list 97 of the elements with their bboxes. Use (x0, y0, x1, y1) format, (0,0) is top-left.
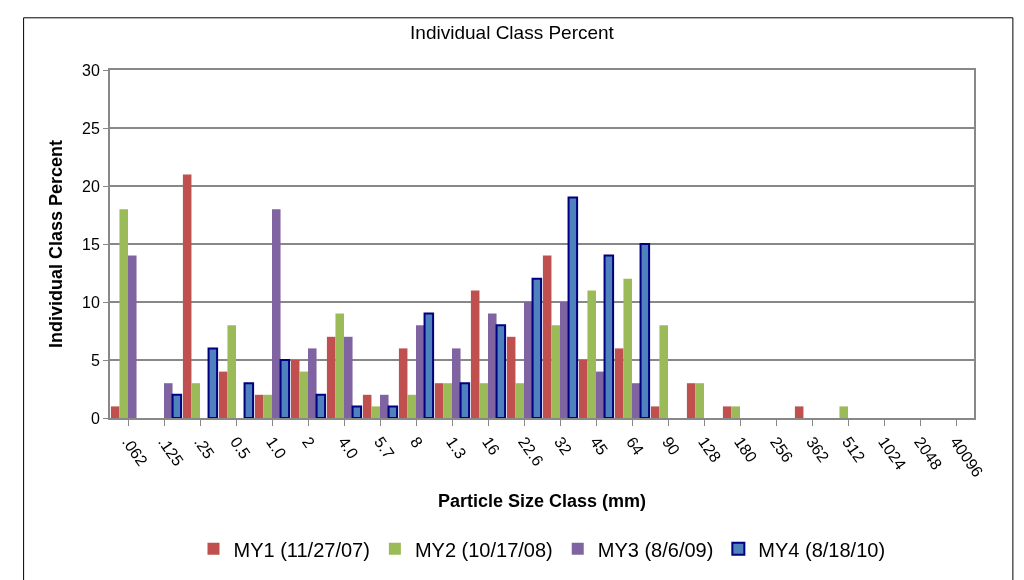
x-tick-label: 90 (658, 433, 684, 459)
x-tick-label: 0.5 (226, 433, 254, 462)
x-tick-label: 64 (622, 433, 648, 459)
bar (423, 312, 435, 418)
x-tick-label: 180 (730, 433, 761, 466)
x-tick-label: 45 (586, 433, 612, 459)
bar (578, 360, 588, 418)
x-tick-label: 512 (838, 433, 869, 466)
bar (495, 324, 507, 418)
bar (351, 405, 363, 418)
bar (218, 371, 228, 418)
bar (506, 336, 516, 418)
x-tick-label: 5.7 (370, 433, 398, 462)
bar (344, 336, 353, 418)
legend-label: MY4 (8/18/10) (758, 538, 886, 561)
bar (128, 255, 137, 418)
y-axis-title: Individual Class Percent (45, 139, 66, 349)
bar (227, 325, 236, 418)
x-tick-label: 362 (802, 433, 833, 466)
bar (567, 196, 579, 418)
x-tick-label: 2 (298, 433, 319, 451)
bar (164, 383, 173, 418)
bar (119, 209, 128, 418)
bar (182, 174, 192, 418)
x-tick-label: 16 (478, 433, 504, 459)
bar (315, 393, 327, 418)
x-tick-label: 1.0 (262, 433, 290, 462)
bar (542, 255, 552, 418)
y-tick-label: 25 (82, 119, 100, 137)
bar (398, 348, 408, 418)
bar (659, 325, 668, 418)
bar (380, 394, 389, 418)
x-tick-label: 8 (406, 433, 427, 451)
bar (279, 359, 291, 418)
bar (263, 394, 272, 418)
bar (299, 371, 308, 418)
bar (452, 348, 461, 418)
bar (686, 383, 696, 418)
x-tick-label: 256 (766, 433, 797, 466)
bar (191, 383, 200, 418)
bar (722, 406, 732, 418)
bar (443, 383, 452, 418)
bar (794, 406, 804, 418)
bar (603, 254, 615, 418)
bar (416, 325, 425, 418)
bar (560, 302, 569, 418)
x-tick-label: 128 (694, 433, 725, 466)
bar (639, 243, 651, 418)
bar (362, 394, 372, 418)
bar (171, 393, 183, 418)
bar (434, 383, 444, 418)
x-tick-label: 32 (550, 433, 576, 459)
y-tick-label: 30 (82, 61, 100, 79)
bar (614, 348, 624, 418)
bar (524, 302, 533, 418)
y-tick-label: 20 (82, 177, 100, 195)
bar (596, 371, 605, 418)
x-tick-label: 4.0 (334, 433, 362, 462)
bar (272, 209, 281, 418)
bar (243, 382, 255, 418)
legend-label: MY1 (11/27/07) (233, 538, 370, 561)
bar (632, 383, 641, 418)
bar (407, 394, 416, 418)
bar (488, 313, 497, 418)
bar (551, 325, 560, 418)
bar (110, 406, 120, 418)
bar (839, 406, 848, 418)
x-tick-label: .062 (118, 433, 151, 470)
bar (650, 406, 660, 418)
y-tick-label: 0 (90, 409, 100, 427)
legend-label: MY2 (10/17/08) (414, 538, 553, 561)
y-tick-label: 5 (90, 351, 100, 369)
legend-label: MY3 (8/6/09) (597, 538, 714, 561)
bar (326, 336, 336, 418)
bar (371, 406, 380, 418)
bar (387, 405, 399, 418)
bar (459, 382, 471, 418)
x-tick-label: 1.3 (442, 433, 470, 462)
bar (479, 383, 488, 418)
bar (254, 394, 264, 418)
bar (207, 347, 219, 418)
x-tick-label: .125 (154, 433, 187, 470)
y-tick-label: 10 (82, 293, 100, 311)
bar (531, 277, 543, 418)
bar (308, 348, 317, 418)
bar (515, 383, 524, 418)
bar (290, 360, 300, 418)
y-tick-label: 15 (82, 235, 100, 253)
bar (731, 406, 740, 418)
bar (587, 290, 596, 418)
x-axis-title: Particle Size Class (mm) (437, 490, 647, 511)
chart-title: Individual Class Percent (410, 22, 615, 44)
bar (335, 313, 344, 418)
bar (695, 383, 704, 418)
x-tick-label: .25 (190, 433, 218, 462)
bar (623, 278, 632, 418)
bar (470, 290, 480, 418)
